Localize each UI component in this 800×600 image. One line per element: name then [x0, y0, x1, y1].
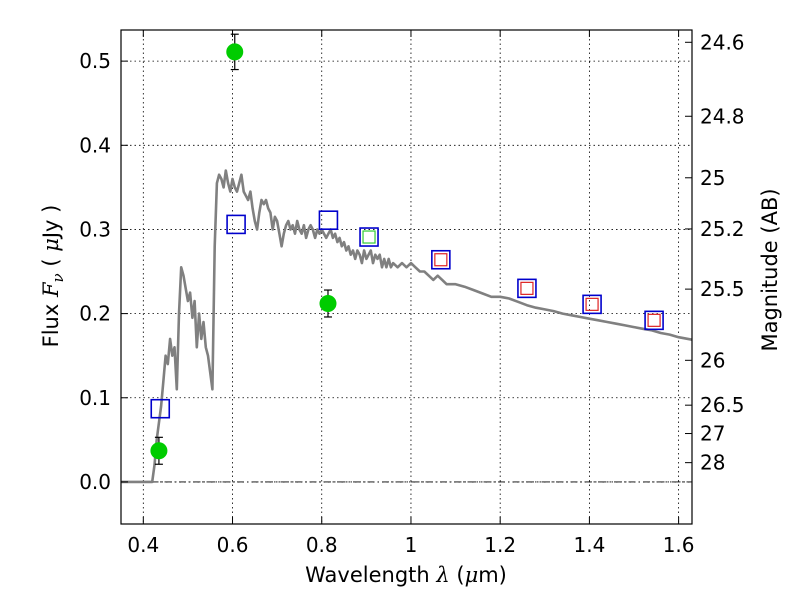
blue-square-marker [517, 278, 537, 299]
model-sed-line [121, 169, 693, 484]
y-axis-ticks: 0.0 0.1 0.2 0.3 0.4 0.5 [79, 49, 128, 494]
x-tick-label: 0.8 [306, 533, 338, 557]
blue-square-marker [318, 210, 339, 230]
green-circle-point [150, 442, 168, 460]
y-tick-label: 0.1 [79, 386, 111, 410]
series-layer [121, 33, 693, 484]
y2-tick-label: 26 [700, 348, 725, 372]
red-square-marker [434, 253, 448, 267]
x-tick-label: 0.6 [217, 533, 249, 557]
x-tick-label: 1 [405, 533, 418, 557]
y-tick-label: 0.5 [79, 49, 111, 73]
y2-tick-label: 24.6 [700, 30, 745, 54]
y-label-text: Flux [39, 297, 63, 347]
y-label-nu: ν [49, 273, 67, 282]
green-circle-point [226, 43, 244, 61]
y2-axis-ticks: 24.6 24.8 25 25.2 25.5 26 26.5 27 28 [685, 30, 745, 475]
y-label-f: F [39, 281, 63, 298]
y-tick-label: 0.4 [79, 133, 111, 157]
blue-square-marker [226, 214, 246, 235]
y-label-open: ( [39, 252, 63, 274]
y2-tick-label: 25.5 [700, 277, 745, 301]
x-label-unit: m) [478, 563, 507, 587]
x-tick-label: 1.4 [573, 533, 605, 557]
y-label-unit: Jy ) [39, 205, 63, 241]
red-square-marker [585, 297, 599, 311]
y2-tick-label: 24.8 [700, 104, 745, 128]
y2-tick-label: 27 [700, 422, 725, 446]
blue-square-marker [582, 294, 602, 315]
y-axis-label: Flux Fν ( μJy ) [39, 205, 67, 348]
red-square-marker [647, 313, 661, 327]
x-label-text: Wavelength [305, 563, 436, 587]
y2-tick-label: 26.5 [700, 393, 745, 417]
y2-tick-label: 28 [700, 451, 725, 475]
y2-tick-label: 25.2 [700, 217, 745, 241]
x-tick-label: 1.6 [663, 533, 695, 557]
x-tick-label: 0.4 [127, 533, 159, 557]
green-circle-point [319, 295, 337, 313]
x-axis-label: Wavelength λ (μm) [305, 563, 507, 587]
y2-axis-label: Magnitude (AB) [758, 188, 782, 351]
blue-square-marker [359, 227, 379, 247]
blue-square-marker [644, 310, 664, 331]
blue-square-marker [431, 249, 451, 270]
green-square-marker [362, 230, 376, 244]
x-axis-ticks: 0.4 0.6 0.8 1 1.2 1.4 1.6 [127, 30, 695, 557]
x-label-mu: μ [465, 563, 479, 587]
y-tick-label: 0.0 [79, 470, 111, 494]
y-tick-label: 0.3 [79, 217, 111, 241]
blue-square-marker [150, 398, 171, 419]
x-label-lambda: λ [435, 563, 449, 587]
grid-lines [121, 30, 692, 524]
y-tick-label: 0.2 [79, 302, 111, 326]
x-tick-label: 1.2 [484, 533, 516, 557]
y2-tick-label: 25 [700, 166, 725, 190]
x-label-open: ( [450, 563, 465, 587]
y-label-mu: μ [39, 238, 63, 252]
plot-frame [120, 29, 693, 525]
red-square-marker [520, 281, 534, 295]
